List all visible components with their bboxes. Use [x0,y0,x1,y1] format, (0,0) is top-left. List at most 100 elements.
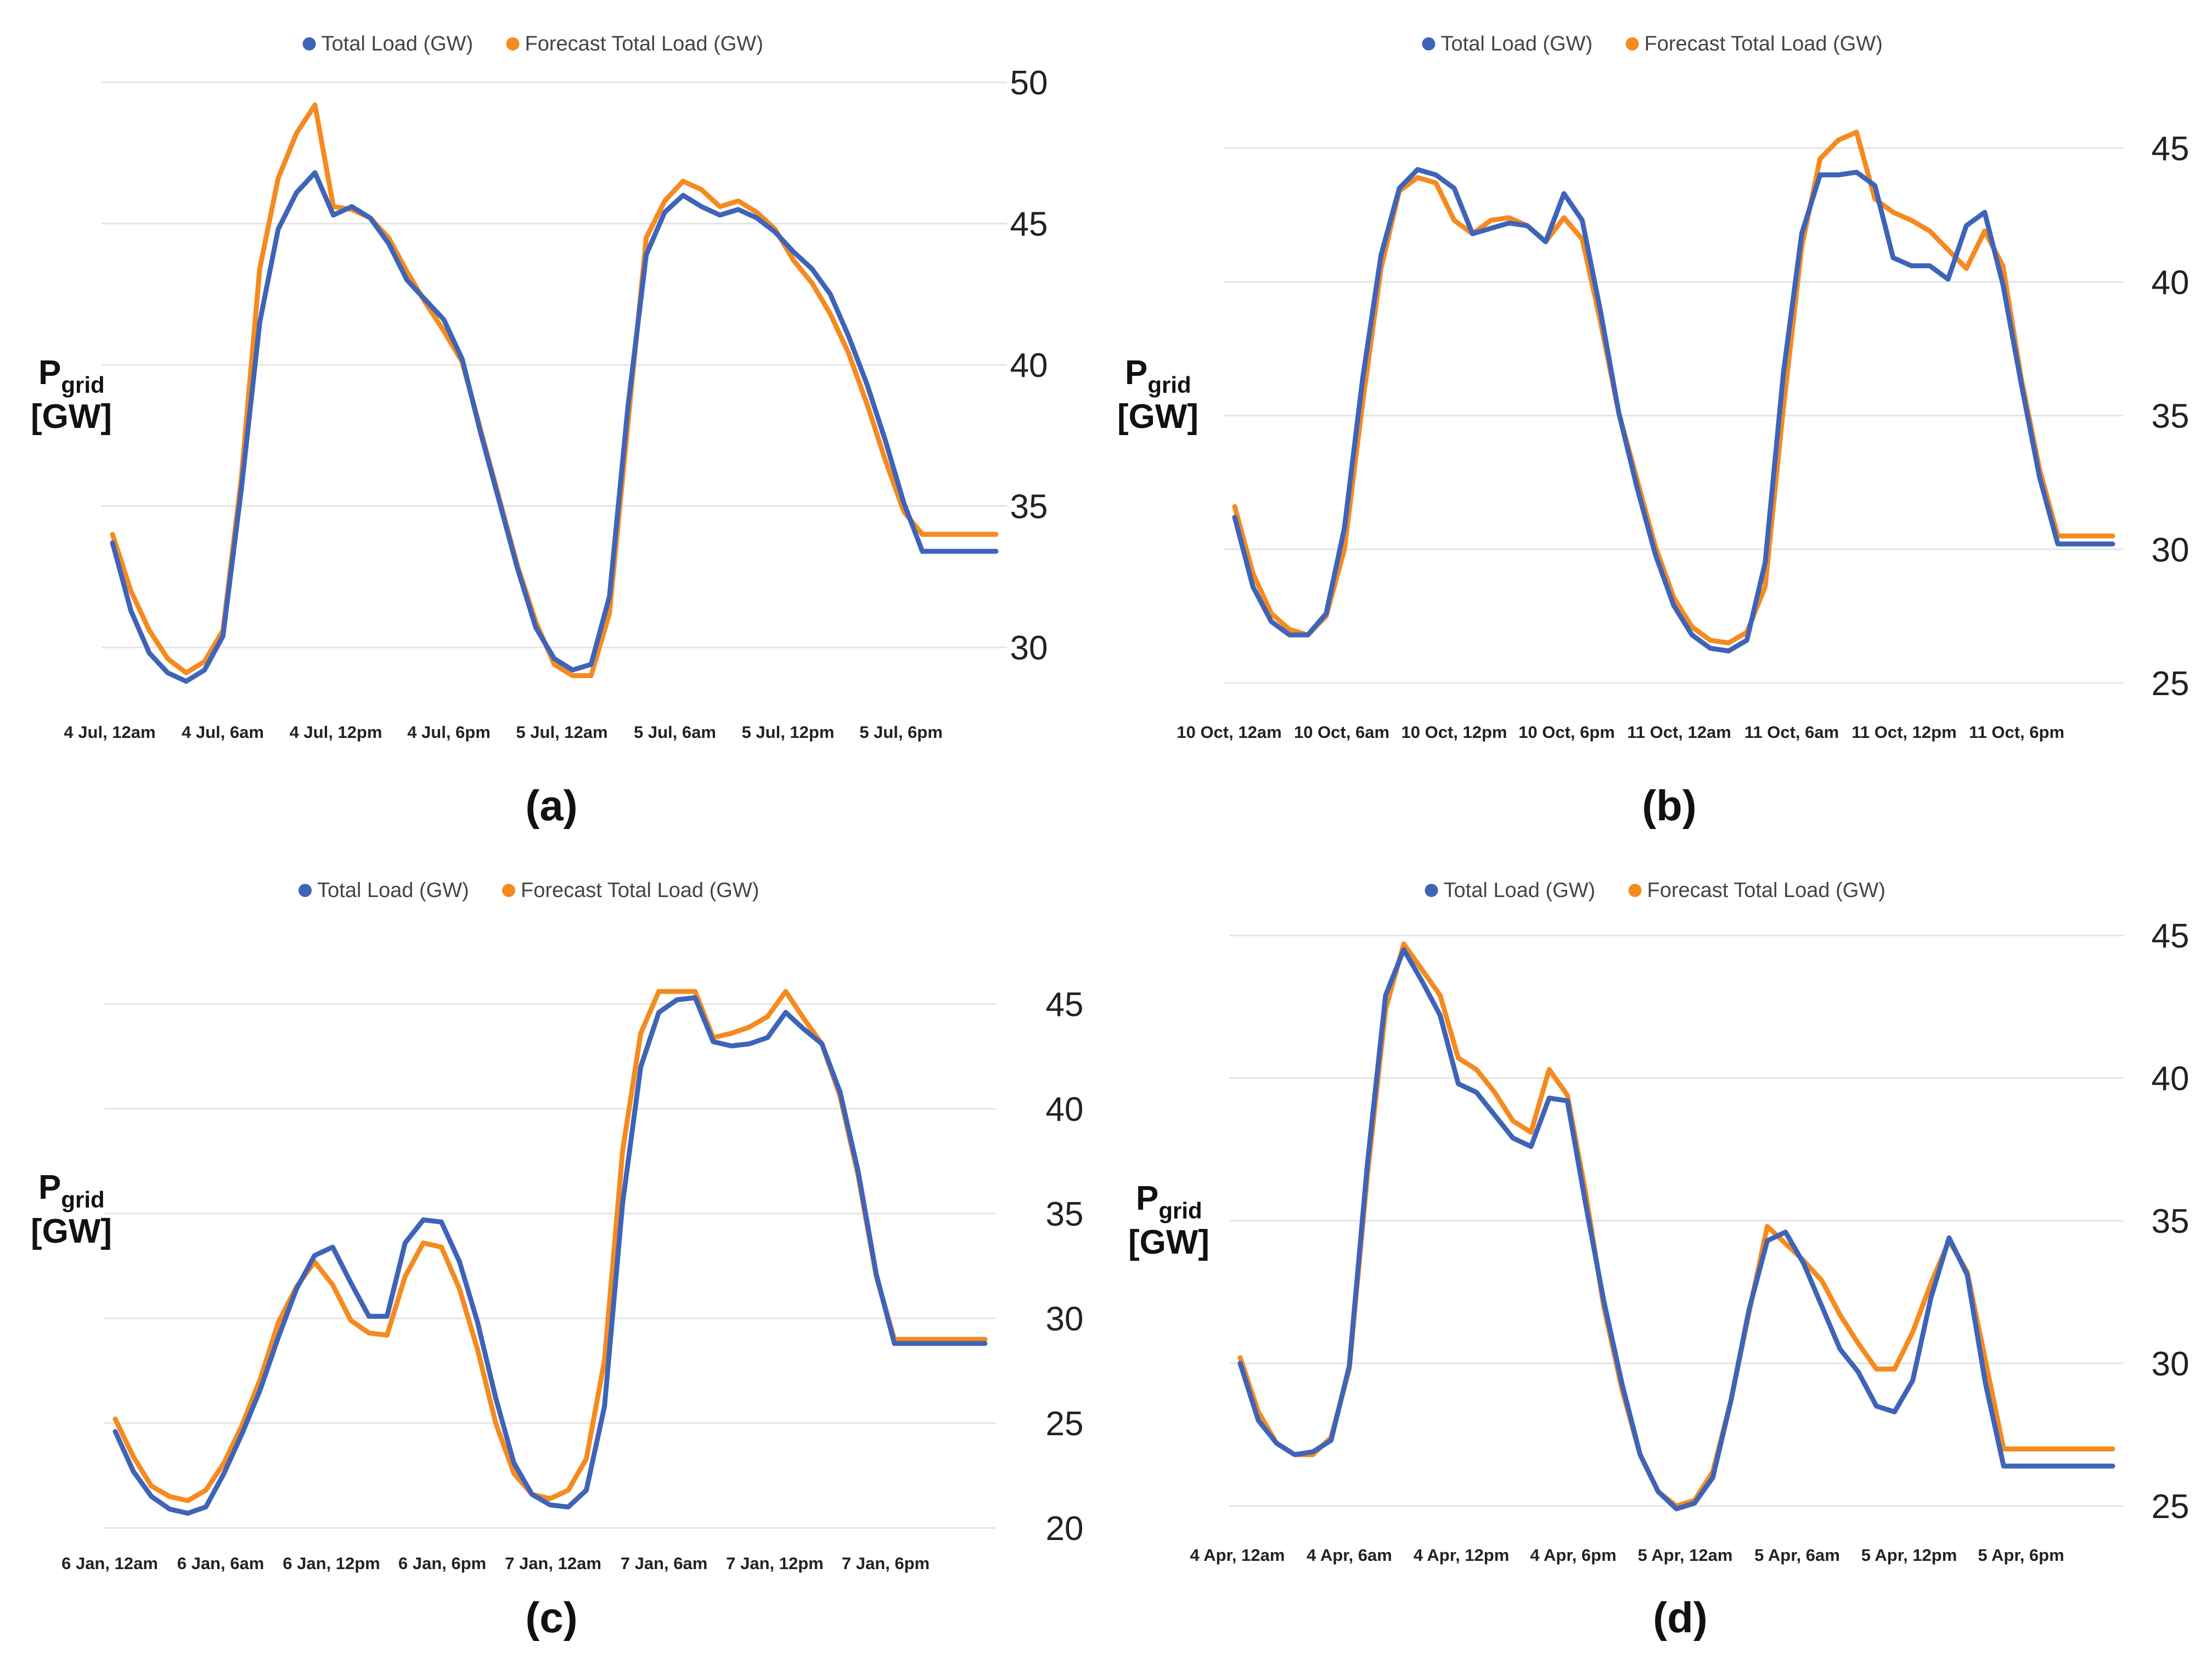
y-tick-label: 35 [2152,398,2190,436]
y-tick-label: 35 [1010,488,1048,526]
panel-label: (d) [1653,1593,1708,1642]
y-tick-label: 30 [1046,1300,1084,1338]
x-tick-label: 4 Jul, 6pm [407,723,491,742]
y-tick-label: 30 [2152,1345,2190,1383]
x-tick-label: 4 Apr, 6pm [1530,1545,1616,1565]
legend-marker-forecast [502,884,515,897]
x-tick-label: 10 Oct, 6pm [1518,723,1615,742]
legend-marker-actual [1425,884,1438,897]
x-tick-label: 4 Apr, 12am [1190,1545,1285,1565]
svg-text:Pgrid: Pgrid [38,354,105,398]
legend-marker-forecast [1628,884,1642,897]
x-tick-label: 5 Apr, 6am [1754,1545,1840,1565]
chart-panel: 30 35 40 45 50 4 Jul, 12am 4 Jul, 6am 4 Jul, 12… [31,32,1048,830]
y-tick-label: 40 [2152,1060,2190,1098]
x-tick-label: 6 Jan, 6pm [398,1554,486,1573]
x-tick-label: 4 Jul, 6am [182,723,264,742]
svg-text:Pgrid: Pgrid [1125,354,1191,398]
svg-text:[GW]: [GW] [31,1212,112,1250]
svg-text:[GW]: [GW] [1117,398,1198,436]
y-tick-label: 20 [1046,1510,1084,1548]
chart-panel: 25 30 35 40 45 10 Oct, 12am 10 Oct, 6am 10 Oct,… [1117,32,2190,830]
series-line-forecast [1232,129,2115,646]
x-tick-label: 4 Jul, 12am [64,723,155,742]
x-tick-label: 5 Jul, 6am [634,723,716,742]
series-line-actual [112,995,988,1516]
legend-marker-forecast [506,37,520,50]
y-tick-label: 45 [2152,130,2190,168]
x-tick-label: 7 Jan, 6am [621,1554,708,1573]
y-tick-label: 30 [1010,629,1048,667]
x-tick-label: 11 Oct, 6am [1744,723,1839,742]
series-line-actual [110,170,999,684]
y-tick-label: 40 [1010,347,1048,385]
legend-label-forecast: Forecast Total Load (GW) [521,879,759,902]
x-tick-label: 10 Oct, 12am [1177,723,1281,742]
legend: Total Load (GW) Forecast Total Load (GW) [299,879,759,902]
legend-label-actual: Total Load (GW) [322,32,474,55]
x-tick-label: 5 Apr, 6pm [1978,1545,2064,1565]
y-tick-label: 25 [2152,665,2190,703]
legend-marker-actual [1422,37,1436,50]
y-tick-label: 50 [1010,64,1048,102]
legend-label-actual: Total Load (GW) [317,879,469,902]
panel-label: (c) [525,1593,577,1642]
y-tick-label: 40 [2152,264,2190,302]
chart-panel: 20 25 30 35 40 45 6 Jan, 12am 6 Jan, 6am 6 Jan, … [31,879,1084,1642]
legend-marker-forecast [1625,37,1639,50]
panel-label: (a) [525,781,577,830]
x-tick-label: 5 Apr, 12pm [1861,1545,1957,1565]
series-line-actual [1237,947,2115,1511]
y-tick-label: 25 [1046,1405,1084,1443]
x-tick-label: 5 Jul, 6pm [859,723,943,742]
x-tick-label: 7 Jan, 12pm [726,1554,823,1573]
series-line-forecast [1237,941,2115,1509]
legend-marker-actual [299,884,312,897]
legend-label-forecast: Forecast Total Load (GW) [1647,879,1885,902]
legend: Total Load (GW) Forecast Total Load (GW) [1422,32,1883,55]
x-tick-label: 11 Oct, 6pm [1969,723,2064,742]
x-tick-label: 10 Oct, 12pm [1402,723,1507,742]
y-tick-label: 30 [2152,531,2190,569]
y-tick-label: 25 [2152,1488,2190,1526]
x-tick-label: 5 Jul, 12am [516,723,607,742]
x-tick-label: 6 Jan, 12pm [283,1554,380,1573]
x-tick-label: 4 Apr, 12pm [1414,1545,1510,1565]
y-tick-label: 35 [2152,1203,2190,1240]
x-tick-label: 7 Jan, 6pm [842,1554,930,1573]
y-axis-label: Pgrid[GW] [1128,1180,1209,1261]
y-axis-label: Pgrid[GW] [31,354,112,436]
legend: Total Load (GW) Forecast Total Load (GW) [302,32,763,55]
x-tick-label: 11 Oct, 12pm [1851,723,1956,742]
series-line-actual [1232,167,2115,653]
series-line-forecast [110,102,999,678]
panel-label: (b) [1642,781,1697,830]
x-tick-label: 6 Jan, 6am [177,1554,264,1573]
y-tick-label: 40 [1046,1091,1084,1129]
x-tick-label: 6 Jan, 12am [61,1554,158,1573]
x-tick-label: 11 Oct, 12am [1627,723,1731,742]
legend: Total Load (GW) Forecast Total Load (GW) [1425,879,1885,902]
x-tick-label: 4 Apr, 6am [1307,1545,1392,1565]
legend-label-forecast: Forecast Total Load (GW) [525,32,763,55]
x-tick-label: 10 Oct, 6am [1294,723,1389,742]
x-tick-label: 7 Jan, 12am [505,1554,601,1573]
x-tick-label: 5 Jul, 12pm [742,723,835,742]
svg-text:Pgrid: Pgrid [1136,1180,1202,1223]
legend-label-actual: Total Load (GW) [1441,32,1593,55]
y-axis-label: Pgrid[GW] [1117,354,1198,436]
y-axis-label: Pgrid[GW] [31,1169,112,1250]
svg-text:[GW]: [GW] [1128,1223,1209,1261]
chart-panel: 25 30 35 40 45 4 Apr, 12am 4 Apr, 6am 4 Apr, 12… [1128,879,2190,1642]
legend-label-forecast: Forecast Total Load (GW) [1645,32,1883,55]
y-tick-label: 45 [2152,917,2190,955]
legend-marker-actual [302,37,316,50]
x-tick-label: 4 Jul, 12pm [290,723,382,742]
x-tick-label: 5 Apr, 12am [1638,1545,1733,1565]
legend-label-actual: Total Load (GW) [1444,879,1596,902]
svg-text:[GW]: [GW] [31,398,112,436]
svg-text:Pgrid: Pgrid [38,1169,105,1212]
y-tick-label: 35 [1046,1195,1084,1233]
y-tick-label: 45 [1010,206,1048,244]
